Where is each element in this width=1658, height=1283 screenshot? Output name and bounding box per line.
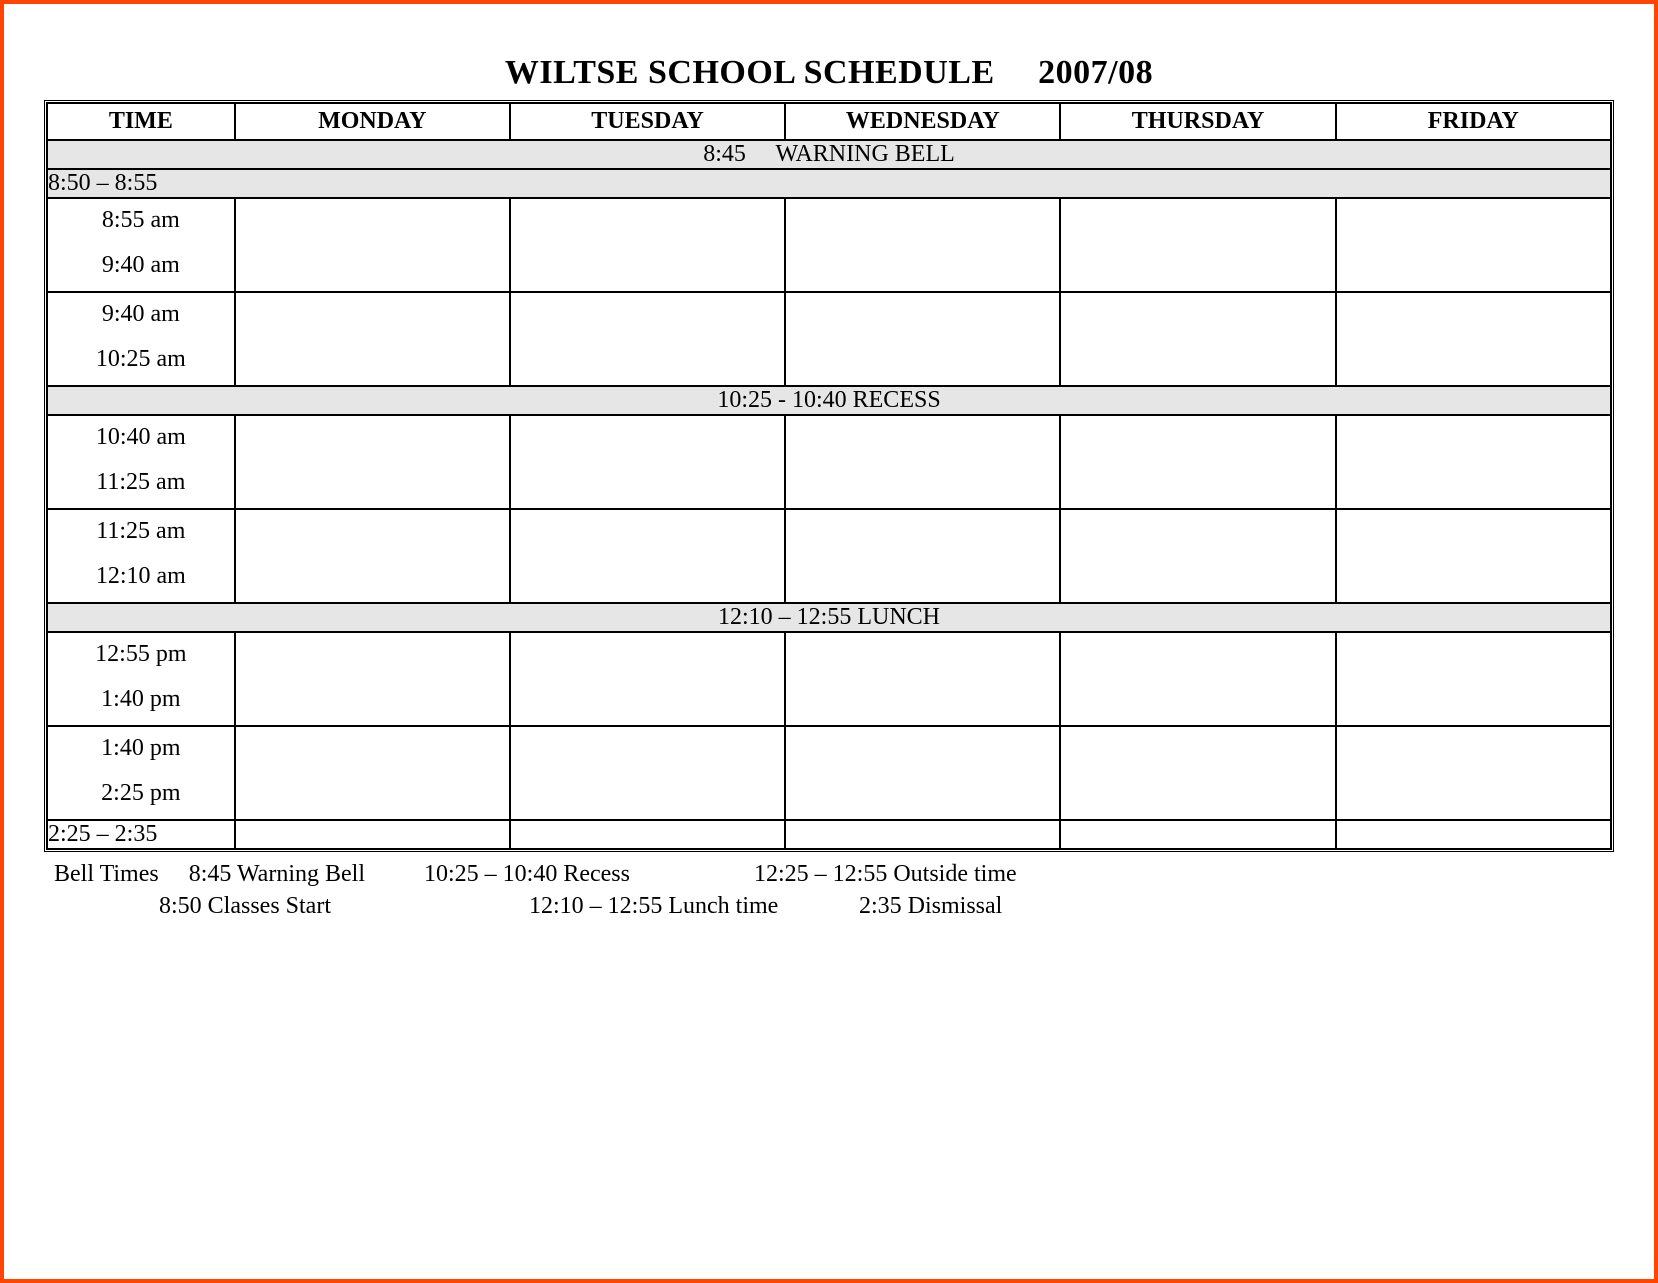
cell-p5-thu [1060, 632, 1335, 726]
cell-p2-mon [235, 292, 510, 386]
cell-p6-tue [510, 726, 785, 820]
period-1-time: 8:55 am 9:40 am [47, 198, 235, 292]
period-3-end: 11:25 am [48, 451, 234, 496]
cell-p2-tue [510, 292, 785, 386]
cell-last-tue [510, 820, 785, 849]
cell-p2-fri [1336, 292, 1611, 386]
col-friday: FRIDAY [1336, 103, 1611, 140]
cell-p4-wed [785, 509, 1060, 603]
warning-bell-row: 8:45 WARNING BELL [47, 140, 1611, 169]
cell-p1-wed [785, 198, 1060, 292]
period-2-start: 9:40 am [48, 293, 234, 328]
period-5-row: 12:55 pm 1:40 pm [47, 632, 1611, 726]
footer-1b: 10:25 – 10:40 Recess [424, 858, 754, 890]
schedule-table: TIME MONDAY TUESDAY WEDNESDAY THURSDAY F… [44, 100, 1614, 852]
cell-p6-thu [1060, 726, 1335, 820]
cell-p3-mon [235, 415, 510, 509]
cell-p5-mon [235, 632, 510, 726]
period-5-end: 1:40 pm [48, 668, 234, 713]
period-4-end: 12:10 am [48, 545, 234, 590]
bell-times-footer: Bell Times 8:45 Warning Bell 10:25 – 10:… [44, 858, 1614, 923]
warning-bell-cell: 8:45 WARNING BELL [47, 140, 1611, 169]
cell-last-wed [785, 820, 1060, 849]
footer-1a: Bell Times 8:45 Warning Bell [44, 858, 424, 890]
col-thursday: THURSDAY [1060, 103, 1335, 140]
period-5-start: 12:55 pm [48, 633, 234, 668]
cell-p5-fri [1336, 632, 1611, 726]
prebell-row: 8:50 – 8:55 [47, 169, 1611, 198]
cell-p4-thu [1060, 509, 1335, 603]
footer-1c: 12:25 – 12:55 Outside time [754, 858, 1614, 890]
period-2-row: 9:40 am 10:25 am [47, 292, 1611, 386]
footer-row-1: Bell Times 8:45 Warning Bell 10:25 – 10:… [44, 858, 1614, 890]
schedule-title: WILTSE SCHOOL SCHEDULE 2007/08 [44, 54, 1614, 92]
cell-p4-mon [235, 509, 510, 603]
cell-p4-fri [1336, 509, 1611, 603]
footer-row-2: 8:50 Classes Start 12:10 – 12:55 Lunch t… [44, 890, 1614, 922]
lunch-cell: 12:10 – 12:55 LUNCH [47, 603, 1611, 632]
period-6-row: 1:40 pm 2:25 pm [47, 726, 1611, 820]
cell-p4-tue [510, 509, 785, 603]
period-3-time: 10:40 am 11:25 am [47, 415, 235, 509]
cell-p5-wed [785, 632, 1060, 726]
period-3-row: 10:40 am 11:25 am [47, 415, 1611, 509]
col-wednesday: WEDNESDAY [785, 103, 1060, 140]
cell-p1-tue [510, 198, 785, 292]
cell-p3-wed [785, 415, 1060, 509]
period-5-time: 12:55 pm 1:40 pm [47, 632, 235, 726]
footer-2a: 8:50 Classes Start [44, 890, 529, 922]
document-frame: WILTSE SCHOOL SCHEDULE 2007/08 TIME MOND… [0, 0, 1658, 1283]
cell-p6-wed [785, 726, 1060, 820]
cell-last-mon [235, 820, 510, 849]
last-period-row: 2:25 – 2:35 [47, 820, 1611, 849]
prebell-cell: 8:50 – 8:55 [47, 169, 1611, 198]
period-4-start: 11:25 am [48, 510, 234, 545]
period-4-row: 11:25 am 12:10 am [47, 509, 1611, 603]
cell-last-thu [1060, 820, 1335, 849]
cell-p2-thu [1060, 292, 1335, 386]
recess-row: 10:25 - 10:40 RECESS [47, 386, 1611, 415]
cell-p2-wed [785, 292, 1060, 386]
cell-p3-thu [1060, 415, 1335, 509]
last-period-time: 2:25 – 2:35 [47, 820, 235, 849]
footer-2b: 12:10 – 12:55 Lunch time [529, 890, 859, 922]
cell-p1-mon [235, 198, 510, 292]
period-1-row: 8:55 am 9:40 am [47, 198, 1611, 292]
cell-p6-fri [1336, 726, 1611, 820]
col-monday: MONDAY [235, 103, 510, 140]
cell-p1-fri [1336, 198, 1611, 292]
col-tuesday: TUESDAY [510, 103, 785, 140]
footer-2c: 2:35 Dismissal [859, 890, 1614, 922]
cell-p6-mon [235, 726, 510, 820]
col-time: TIME [47, 103, 235, 140]
cell-p3-fri [1336, 415, 1611, 509]
cell-p5-tue [510, 632, 785, 726]
period-1-start: 8:55 am [48, 199, 234, 234]
cell-p3-tue [510, 415, 785, 509]
period-2-end: 10:25 am [48, 328, 234, 373]
lunch-row: 12:10 – 12:55 LUNCH [47, 603, 1611, 632]
period-6-end: 2:25 pm [48, 762, 234, 807]
period-2-time: 9:40 am 10:25 am [47, 292, 235, 386]
period-6-time: 1:40 pm 2:25 pm [47, 726, 235, 820]
cell-p1-thu [1060, 198, 1335, 292]
period-4-time: 11:25 am 12:10 am [47, 509, 235, 603]
header-row: TIME MONDAY TUESDAY WEDNESDAY THURSDAY F… [47, 103, 1611, 140]
recess-cell: 10:25 - 10:40 RECESS [47, 386, 1611, 415]
period-3-start: 10:40 am [48, 416, 234, 451]
period-1-end: 9:40 am [48, 234, 234, 279]
cell-last-fri [1336, 820, 1611, 849]
period-6-start: 1:40 pm [48, 727, 234, 762]
